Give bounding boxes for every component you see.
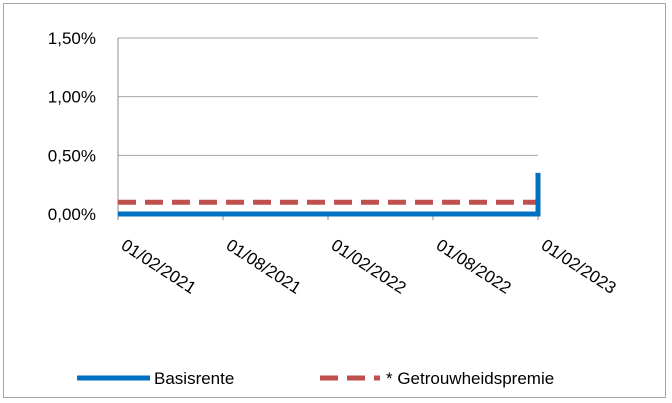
y-tick-label: 0,50% (48, 146, 96, 165)
axes (117, 38, 539, 220)
x-tick-label: 01/08/2022 (433, 235, 515, 297)
x-tick-label: 01/02/2022 (328, 235, 410, 297)
gridlines (118, 37, 538, 156)
series-line-getrouwheidspremie (118, 184, 541, 205)
x-tick-label: 01/02/2021 (118, 235, 200, 297)
legend-label-1: * Getrouwheidspremie (386, 369, 554, 388)
legend-label-0: Basisrente (154, 369, 234, 388)
legend: Basisrente * Getrouwheidspremie (77, 369, 554, 388)
y-tick-labels: 0,00% 0,50% 1,00% 1,50% (48, 29, 96, 224)
x-tick-labels: 01/02/2021 01/08/2021 01/02/2022 01/08/2022… (118, 235, 620, 297)
y-tick-label: 1,50% (48, 29, 96, 48)
y-tick-label: 1,00% (48, 88, 96, 107)
x-tick-label: 01/08/2021 (223, 235, 305, 297)
series-lines (118, 172, 541, 217)
series-line-basisrente (118, 172, 541, 217)
x-tick-label: 01/02/2023 (538, 235, 620, 297)
y-tick-label: 0,00% (48, 205, 96, 224)
